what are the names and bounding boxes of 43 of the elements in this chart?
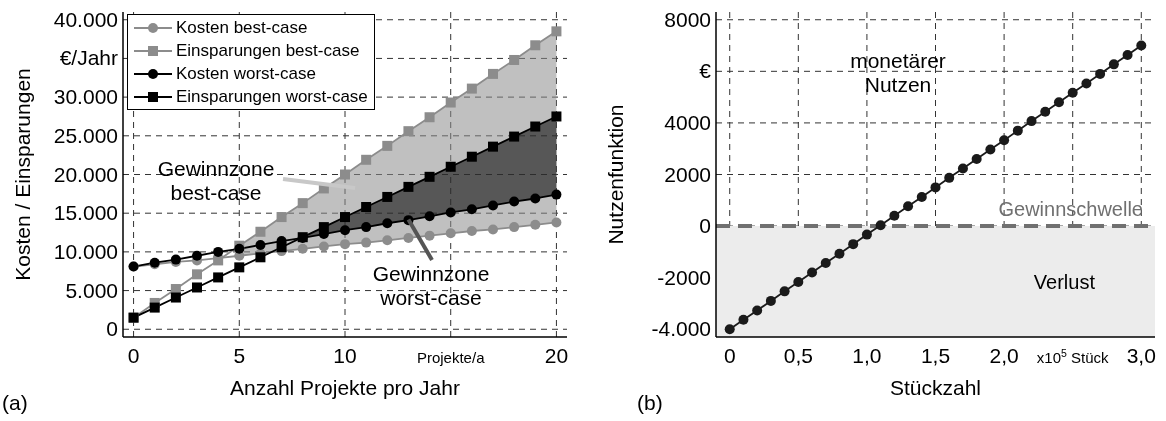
y-tick-label: 20.000 <box>53 162 118 186</box>
y-tick-label: -2000 <box>657 265 711 289</box>
y-tick-label: 25.000 <box>53 123 118 147</box>
annotation: Gewinnzone best-case <box>157 157 275 205</box>
band-label: Verlust <box>1033 270 1096 293</box>
legend-label: Einsparungen worst-case <box>176 86 368 107</box>
y-tick-label: 0 <box>106 317 118 341</box>
y-tick-label: 30.000 <box>53 85 118 109</box>
y-tick-label: 2000 <box>664 162 711 186</box>
x-axis-title: Stückzahl <box>889 376 982 399</box>
y-tick-label: -4.000 <box>651 317 711 341</box>
y-axis-title: Kosten / Einsparungen <box>11 68 35 281</box>
y-tick-label: 10.000 <box>53 239 118 263</box>
text: (b) <box>637 391 663 414</box>
x-tick-label: x10$^{5}$ Stück <box>1036 347 1110 366</box>
x-tick-label: 1,0 <box>852 344 882 367</box>
x-tick-label: 2,0 <box>989 344 1019 367</box>
x-tick-label: 10 <box>333 344 357 367</box>
x-tick-label: 0 <box>127 344 140 367</box>
y-tick-label: 15.000 <box>53 201 118 225</box>
x-tick-label: 3,0 <box>1126 344 1156 367</box>
x-tick-label: 0,5 <box>783 344 813 367</box>
ref-line-label: Gewinnschwelle <box>998 198 1143 221</box>
legend-label: Kosten best-case <box>176 17 308 38</box>
x-tick-label: 1,5 <box>920 344 951 367</box>
text: (a) <box>2 391 28 414</box>
y-tick-label: 40.000 <box>53 7 118 31</box>
legend-label: Kosten worst-case <box>176 63 316 84</box>
y-tick-label: 4000 <box>664 110 711 134</box>
y-tick-label: 0 <box>699 214 711 238</box>
annotation: Gewinnzone worst-case <box>372 262 490 310</box>
y-tick-label: 8000 <box>664 7 711 31</box>
x-axis-title: Anzahl Projekte pro Jahr <box>230 376 460 399</box>
y-tick-label: €/Jahr <box>59 46 118 70</box>
y-tick-label: 5.000 <box>65 278 118 302</box>
y-tick-label: € <box>699 59 712 83</box>
annotation: monetärer Nutzen <box>850 49 946 97</box>
legend-label: Einsparungen best-case <box>176 40 360 61</box>
x-tick-label: 5 <box>233 344 246 367</box>
y-axis-title: Nutzenfunktion <box>604 104 628 245</box>
x-tick-label: Projekte/a <box>416 349 486 366</box>
x-tick-label: 0 <box>723 344 736 367</box>
x-tick-label: 20 <box>544 344 569 367</box>
